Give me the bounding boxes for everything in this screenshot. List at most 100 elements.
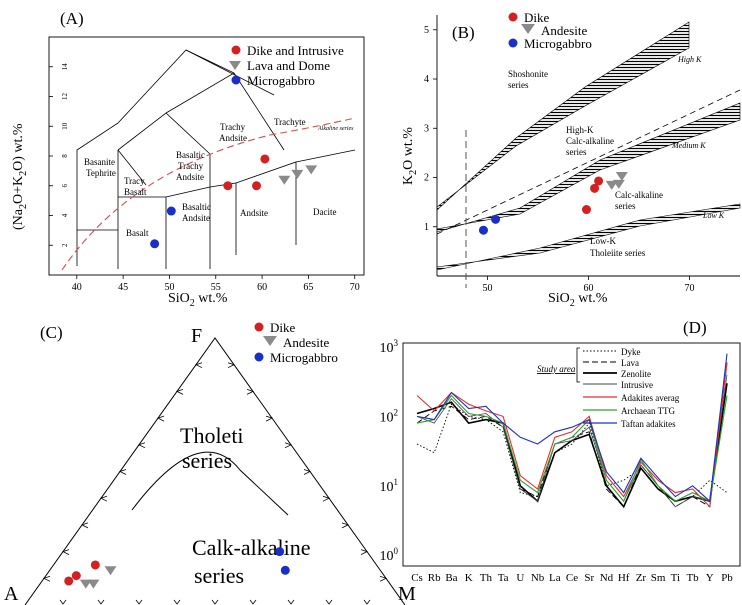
svg-text:Dacite: Dacite [313, 207, 336, 217]
andesite-marker [104, 566, 117, 576]
svg-text:Tracy: Tracy [124, 176, 145, 186]
panel-label-d: (D) [683, 318, 707, 337]
tas-y-ticks: 2 4 6 8 10 12 14 [49, 63, 69, 247]
k2o-y-tick-label: 3 [424, 123, 429, 134]
spider-x-label: Ce [566, 572, 578, 584]
k2o-x-tick-label: 60 [584, 283, 594, 294]
legend-microgabbro-marker [231, 75, 241, 85]
svg-text:Andesite: Andesite [541, 23, 587, 38]
svg-text:Medium K: Medium K [671, 141, 706, 150]
dike-marker [223, 181, 233, 191]
spider-x-label: K [465, 572, 473, 584]
spider-x-label: U [516, 572, 524, 584]
spider-series-line [416, 353, 728, 503]
tas-field-boundaries [76, 49, 356, 269]
svg-text:Microgabbro: Microgabbro [524, 36, 592, 51]
k2o-series-bands [436, 21, 741, 271]
k2o-y-tick-label: 2 [424, 173, 429, 184]
spider-x-label: Zr [636, 572, 647, 584]
spider-x-label: Ta [498, 572, 509, 584]
dike-marker [252, 181, 262, 191]
tas-y-tick-label: 6 [61, 184, 69, 188]
spider-series-line [416, 362, 728, 508]
spider-x-label: Nd [600, 572, 614, 584]
afm-apex-f: F [191, 325, 202, 347]
andesite-marker [278, 175, 291, 185]
spider-diagram: (D) 100 101 102 103 Cs Rb Ba K Th Ta U Nb La Ce Sr Nd H… [380, 318, 741, 584]
spider-x-labels: Cs Rb Ba K Th Ta U Nb La Ce Sr Nd Hf Zr Sm Ti Tb Y Pb [411, 572, 733, 584]
dike-marker [64, 576, 74, 586]
tas-legend: Dike and Intrusive Lava and Dome Microga… [229, 43, 344, 88]
svg-text:Basaltic: Basaltic [176, 150, 205, 160]
svg-text:Taftan adakites: Taftan adakites [621, 419, 676, 429]
spider-x-label: Ti [671, 572, 680, 584]
svg-text:Tholeiite series: Tholeiite series [590, 248, 646, 258]
spider-x-label: Cs [411, 572, 423, 584]
tholeiitic-series-label: Tholeti [180, 423, 244, 448]
dike-marker [71, 571, 81, 581]
afm-legend: Dike Andesite Microgabbro [254, 320, 338, 365]
svg-text:series: series [194, 563, 244, 588]
spider-x-label: Nb [531, 572, 545, 584]
svg-text:Andsite: Andsite [219, 133, 247, 143]
tas-x-ticks: 40 45 50 55 60 65 70 [72, 275, 360, 293]
k2o-x-axis-label: SiO2 wt.% [548, 291, 608, 309]
andesite-marker [87, 579, 100, 589]
spider-x-label: Rb [428, 572, 441, 584]
svg-text:Intrusive: Intrusive [621, 380, 653, 390]
tas-y-axis-label: (Na2O+K2O) wt.% [11, 123, 29, 230]
tas-x-tick-label: 50 [164, 282, 174, 293]
k2o-y-tick-label: 5 [424, 25, 429, 36]
spider-series-line [416, 362, 728, 508]
spider-series-line [416, 374, 728, 508]
svg-text:Trachyte: Trachyte [274, 117, 306, 127]
dike-marker [594, 176, 604, 186]
svg-text:Calc-alkaline: Calc-alkaline [615, 190, 663, 200]
spider-y-tick-label: 100 [380, 546, 399, 564]
spider-x-label: Pb [721, 572, 733, 584]
svg-text:Andsite: Andsite [182, 213, 210, 223]
andesite-marker [612, 179, 625, 189]
svg-text:Microgabbro: Microgabbro [247, 73, 315, 88]
spider-y-tick-label: 101 [380, 477, 399, 495]
tas-y-tick-label: 10 [61, 122, 69, 130]
dike-marker [90, 560, 100, 570]
spider-legend: Study area Dyke Lava Zenolite Intrusive … [537, 347, 680, 429]
svg-text:Adakites averag: Adakites averag [621, 393, 680, 403]
k2o-diagram: 50 60 70 1 2 3 4 5 (B) SiO2 wt.% K2O wt.% Shos… [401, 10, 741, 309]
tas-x-tick-label: 60 [257, 282, 267, 293]
tas-y-tick-label: 4 [61, 213, 69, 217]
svg-text:Dike: Dike [270, 320, 296, 335]
svg-text:Andsite: Andsite [176, 172, 204, 182]
panel-label-a: (A) [60, 9, 84, 28]
spider-x-label: Sm [651, 572, 666, 584]
k2o-dashed-divider [436, 89, 741, 235]
microgabbro-marker [275, 547, 285, 557]
dike-marker [581, 205, 591, 215]
k2o-x-ticks: 50 60 70 [483, 276, 695, 294]
tas-field-labels: Basanite Tephrite Tracy Basalt Basaltic … [84, 117, 354, 238]
svg-text:Basanite: Basanite [84, 157, 115, 167]
afm-boundary-curve [131, 451, 289, 516]
microgabbro-marker [150, 239, 160, 249]
afm-tick-marks [42, 362, 388, 605]
svg-text:Microgabbro: Microgabbro [270, 350, 338, 365]
svg-text:series: series [508, 80, 529, 90]
spider-x-label: La [549, 572, 561, 584]
spider-x-label: Sr [584, 572, 594, 584]
afm-apex-a: A [4, 583, 19, 605]
spider-plot-frame [402, 342, 741, 567]
microgabbro-marker [478, 225, 488, 235]
andesite-marker [79, 579, 92, 589]
svg-text:Basaltic: Basaltic [182, 202, 211, 212]
svg-text:Lava: Lava [621, 358, 639, 368]
tas-data-points [150, 154, 318, 249]
spider-series-line [416, 383, 728, 509]
k2o-field-labels: Shoshonite series High-K Calc-alkaline s… [508, 55, 725, 258]
spider-x-label: Hf [618, 572, 630, 584]
svg-text:Archaean TTG: Archaean TTG [621, 406, 676, 416]
tas-y-tick-label: 8 [61, 154, 69, 158]
svg-text:Dyke: Dyke [621, 347, 641, 357]
tas-y-tick-label: 14 [61, 63, 69, 71]
